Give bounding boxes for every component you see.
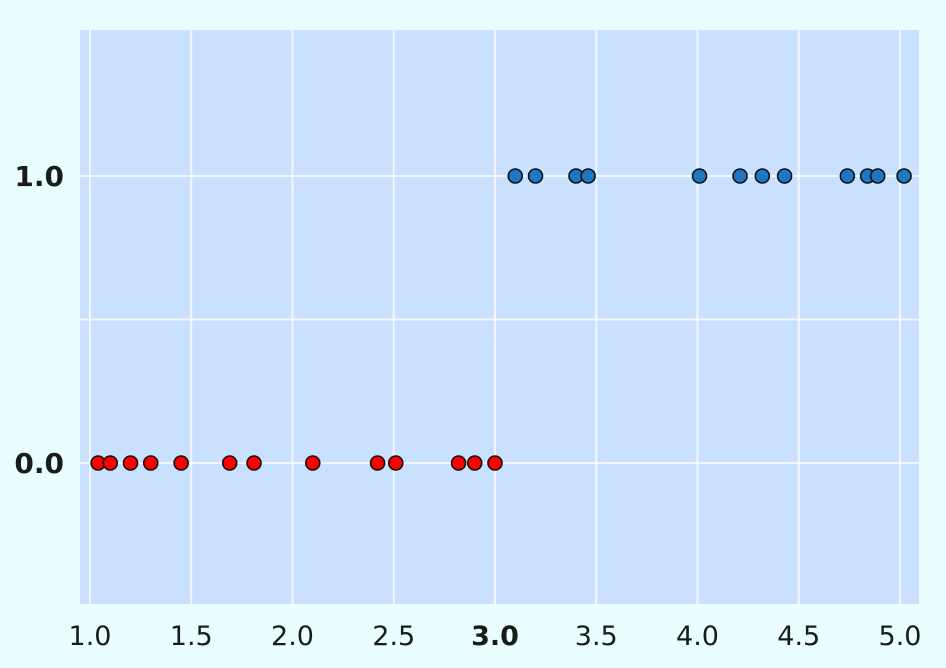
class-0-point (387, 455, 404, 471)
class-1-point (754, 168, 771, 184)
x-axis-tick-labels: 1.0 1.5 2.0 2.5 3.0 3.5 4.0 4.5 5.0 (69, 621, 922, 652)
class-0-point (173, 455, 189, 471)
class-0-point (369, 455, 386, 471)
x-tick-label: 3.5 (575, 621, 618, 652)
class-0-point (246, 455, 262, 471)
class-1-point (507, 168, 524, 184)
data-points (90, 168, 912, 471)
class-1-point (580, 168, 596, 184)
x-tick-label: 2.0 (271, 621, 314, 652)
x-tick-label: 1.5 (170, 621, 213, 652)
class-1-point (732, 168, 748, 184)
x-tick-label: 3.0 (471, 621, 519, 652)
class-0-point (142, 455, 159, 471)
class-1-point (839, 168, 856, 184)
x-tick-label: 2.5 (372, 621, 415, 652)
class-0-point (221, 455, 238, 471)
grid-lines (80, 30, 919, 604)
class-0-point (102, 455, 119, 471)
class-1-point (776, 168, 793, 184)
class-1-point (527, 168, 544, 184)
plot-area (80, 30, 919, 604)
x-tick-label: 1.0 (69, 621, 112, 652)
class-0-point (487, 455, 503, 471)
class-1-point (896, 168, 912, 184)
x-tick-label: 4.0 (676, 621, 719, 652)
x-tick-label: 5.0 (879, 621, 922, 652)
x-tick-label: 4.5 (777, 621, 820, 652)
class-0-point (450, 455, 467, 471)
class-0-point (304, 455, 321, 471)
class-1-point (691, 168, 708, 184)
y-tick-label: 1.0 (14, 160, 64, 193)
y-tick-label: 0.0 (14, 447, 64, 480)
class-1-point (869, 168, 886, 184)
class-0-point (466, 455, 483, 471)
y-axis-tick-labels: 0.0 1.0 (14, 160, 64, 480)
class-0-point (122, 455, 139, 471)
